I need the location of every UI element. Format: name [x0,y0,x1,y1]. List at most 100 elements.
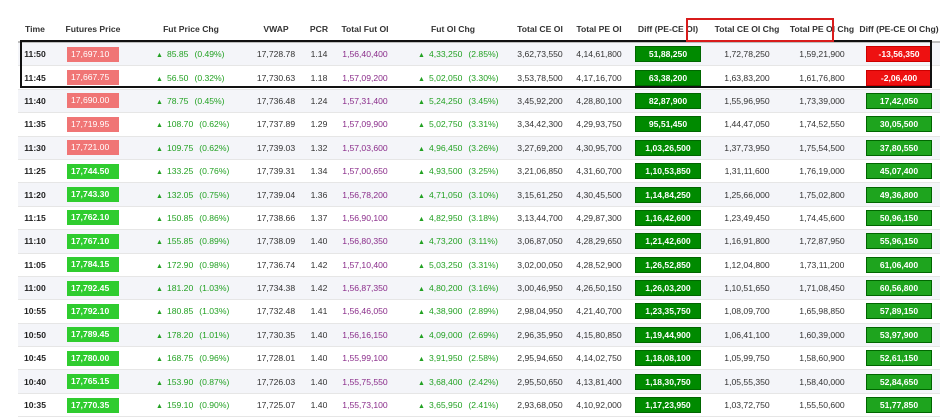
total-pe-oi-chg-cell: 1,58,60,900 [786,346,858,371]
col-fut-oi-chg-header[interactable]: Fut OI Chg [396,17,510,43]
fut-oi-chg-cell: ▲ 4,33,250 (2.85%) [396,42,510,67]
total-pe-oi-cell: 4,26,50,150 [570,276,628,301]
table-row[interactable]: 10:55 17,792.10 ▲ 180.85 (1.03%) 17,732.48 1.4… [18,299,940,324]
fut-price-chg-cell: ▲ 159.10 (0.90%) [134,393,248,417]
col-pcr-header[interactable]: PCR [304,17,334,43]
fut-oi-chg-value: 4,33,250 [428,49,463,60]
col-fut-price-chg-header[interactable]: Fut Price Chg [134,17,248,43]
diff-pe-ce-oi-chg-cell: 50,96,150 [858,206,940,231]
up-arrow-icon: ▲ [156,332,163,340]
table-row[interactable]: 10:50 17,789.45 ▲ 178.20 (1.01%) 17,730.35 1.4… [18,323,940,348]
col-total-pe-oi-chg-header[interactable]: Total PE OI Chg [786,17,858,43]
total-ce-oi-cell: 3,02,00,050 [510,253,570,277]
fut-oi-chg-pct: (3.18%) [468,212,499,223]
table-body: 11:50 17,697.10 ▲ 85.85 (0.49%) 17,728.78 1.14… [18,42,940,417]
table-row[interactable]: 10:40 17,765.15 ▲ 153.90 (0.87%) 17,726.03 1.4… [18,369,940,394]
up-arrow-icon: ▲ [418,356,425,364]
fut-oi-chg-value: 3,68,400 [428,376,463,387]
total-pe-oi-chg-cell: 1,75,54,500 [786,136,858,160]
fut-oi-chg-cell: ▲ 3,65,950 (2.41%) [396,393,510,417]
table-row[interactable]: 11:10 17,767.10 ▲ 155.85 (0.89%) 17,738.09 1.4… [18,229,940,254]
total-fut-oi-cell: 1,57,31,400 [334,89,396,114]
table-row[interactable]: 11:05 17,784.15 ▲ 172.90 (0.98%) 17,736.74 1.4… [18,253,940,277]
col-futures-price-header[interactable]: Futures Price [52,17,134,43]
fut-price-chg-pct: (0.32%) [194,72,225,83]
total-fut-oi-cell: 1,55,73,100 [334,393,396,417]
col-vwap-header[interactable]: VWAP [248,17,304,43]
col-time-header[interactable]: Time [18,17,52,43]
table-row[interactable]: 11:40 17,690.00 ▲ 78.75 (0.45%) 17,736.48 1.24… [18,89,940,114]
table-row[interactable]: 11:35 17,719.95 ▲ 108.70 (0.62%) 17,737.89 1.2… [18,112,940,137]
futures-price-cell: 17,792.45 [52,276,134,301]
vwap-cell: 17,726.03 [248,369,304,394]
total-ce-oi-cell: 2,95,50,650 [510,369,570,394]
table-row[interactable]: 11:00 17,792.45 ▲ 181.20 (1.03%) 17,734.38 1.4… [18,276,940,301]
fut-price-chg-pct: (1.01%) [199,329,230,340]
table-row[interactable]: 11:50 17,697.10 ▲ 85.85 (0.49%) 17,728.78 1.14… [18,42,940,67]
fut-oi-chg-cell: ▲ 3,91,950 (2.58%) [396,346,510,371]
diff-pe-ce-oi-chg-pill: 60,56,800 [866,280,932,297]
table-row[interactable]: 11:15 17,762.10 ▲ 150.85 (0.86%) 17,738.66 1.3… [18,206,940,231]
vwap-cell: 17,738.66 [248,206,304,231]
diff-pe-ce-oi-cell: 1,18,08,100 [628,346,708,371]
table-row[interactable]: 10:45 17,780.00 ▲ 168.75 (0.96%) 17,728.01 1.4… [18,346,940,371]
table-row[interactable]: 11:30 17,721.00 ▲ 109.75 (0.62%) 17,739.03 1.3… [18,136,940,160]
pcr-cell: 1.37 [304,206,334,231]
total-pe-oi-cell: 4,13,81,400 [570,369,628,394]
total-ce-oi-chg-cell: 1,06,41,100 [708,323,786,348]
diff-pe-ce-oi-chg-pill: 51,77,850 [866,397,932,414]
pcr-cell: 1.18 [304,65,334,90]
vwap-cell: 17,730.35 [248,323,304,348]
diff-pe-ce-oi-chg-cell: 57,89,150 [858,299,940,324]
vwap-cell: 17,739.03 [248,136,304,160]
total-pe-oi-cell: 4,21,40,700 [570,299,628,324]
diff-pe-ce-oi-cell: 1,26,03,200 [628,276,708,301]
diff-pe-ce-oi-chg-cell: 45,07,400 [858,159,940,184]
fut-oi-chg-pct: (2.41%) [468,400,499,411]
total-ce-oi-cell: 3,27,69,200 [510,136,570,160]
col-total-fut-oi-header[interactable]: Total Fut OI [334,17,396,43]
col-total-ce-oi-chg-header[interactable]: Total CE OI Chg [708,17,786,43]
total-ce-oi-chg-cell: 1,05,55,350 [708,369,786,394]
table-row[interactable]: 11:20 17,743.30 ▲ 132.05 (0.75%) 17,739.04 1.3… [18,182,940,207]
time-cell: 11:40 [18,89,52,114]
fut-oi-chg-value: 5,24,250 [428,95,463,106]
total-pe-oi-cell: 4,28,29,650 [570,229,628,254]
fut-oi-chg-cell: ▲ 4,09,000 (2.69%) [396,323,510,348]
vwap-cell: 17,739.04 [248,182,304,207]
diff-pe-ce-oi-chg-pill: 37,80,550 [866,139,932,156]
total-pe-oi-chg-cell: 1,72,87,950 [786,229,858,254]
total-pe-oi-chg-cell: 1,71,08,450 [786,276,858,301]
fut-price-chg-value: 178.20 [166,329,194,340]
vwap-cell: 17,738.09 [248,229,304,254]
fut-oi-chg-value: 4,09,000 [428,329,463,340]
diff-pe-ce-oi-chg-pill: -2,06,400 [866,69,932,86]
col-total-pe-oi-header[interactable]: Total PE OI [570,17,628,43]
vwap-cell: 17,734.38 [248,276,304,301]
diff-pe-ce-oi-chg-pill: 17,42,050 [866,92,932,109]
col-diff-pe-ce-oi-header[interactable]: Diff (PE-CE OI) [628,17,708,43]
table-row[interactable]: 10:35 17,770.35 ▲ 159.10 (0.90%) 17,725.07 1.4… [18,393,940,417]
fut-price-chg-cell: ▲ 133.25 (0.76%) [134,159,248,184]
fut-oi-chg-value: 4,80,200 [428,283,463,294]
up-arrow-icon: ▲ [156,75,163,83]
futures-price-cell: 17,780.00 [52,346,134,371]
fut-price-chg-cell: ▲ 132.05 (0.75%) [134,182,248,207]
futures-price-cell: 17,697.10 [52,42,134,67]
total-ce-oi-cell: 2,95,94,650 [510,346,570,371]
table-row[interactable]: 11:45 17,667.75 ▲ 56.50 (0.32%) 17,730.63 1.18… [18,65,940,90]
table-row[interactable]: 11:25 17,744.50 ▲ 133.25 (0.76%) 17,739.31 1.3… [18,159,940,184]
total-pe-oi-cell: 4,30,95,700 [570,136,628,160]
fut-oi-chg-pct: (2.89%) [468,306,499,317]
fut-oi-chg-cell: ▲ 4,71,050 (3.10%) [396,182,510,207]
fut-price-chg-pct: (0.76%) [199,166,230,177]
vwap-cell: 17,730.63 [248,65,304,90]
total-fut-oi-cell: 1,56,46,050 [334,299,396,324]
total-ce-oi-cell: 3,21,06,850 [510,159,570,184]
diff-pe-ce-oi-chg-pill: 52,84,650 [866,373,932,390]
diff-pe-ce-oi-chg-cell: 37,80,550 [858,136,940,160]
diff-pe-ce-oi-pill: 1,10,53,850 [635,163,701,180]
total-ce-oi-cell: 2,93,68,050 [510,393,570,417]
col-diff-pe-ce-oi-chg-header[interactable]: Diff (PE-CE OI Chg) [858,17,940,43]
col-total-ce-oi-header[interactable]: Total CE OI [510,17,570,43]
